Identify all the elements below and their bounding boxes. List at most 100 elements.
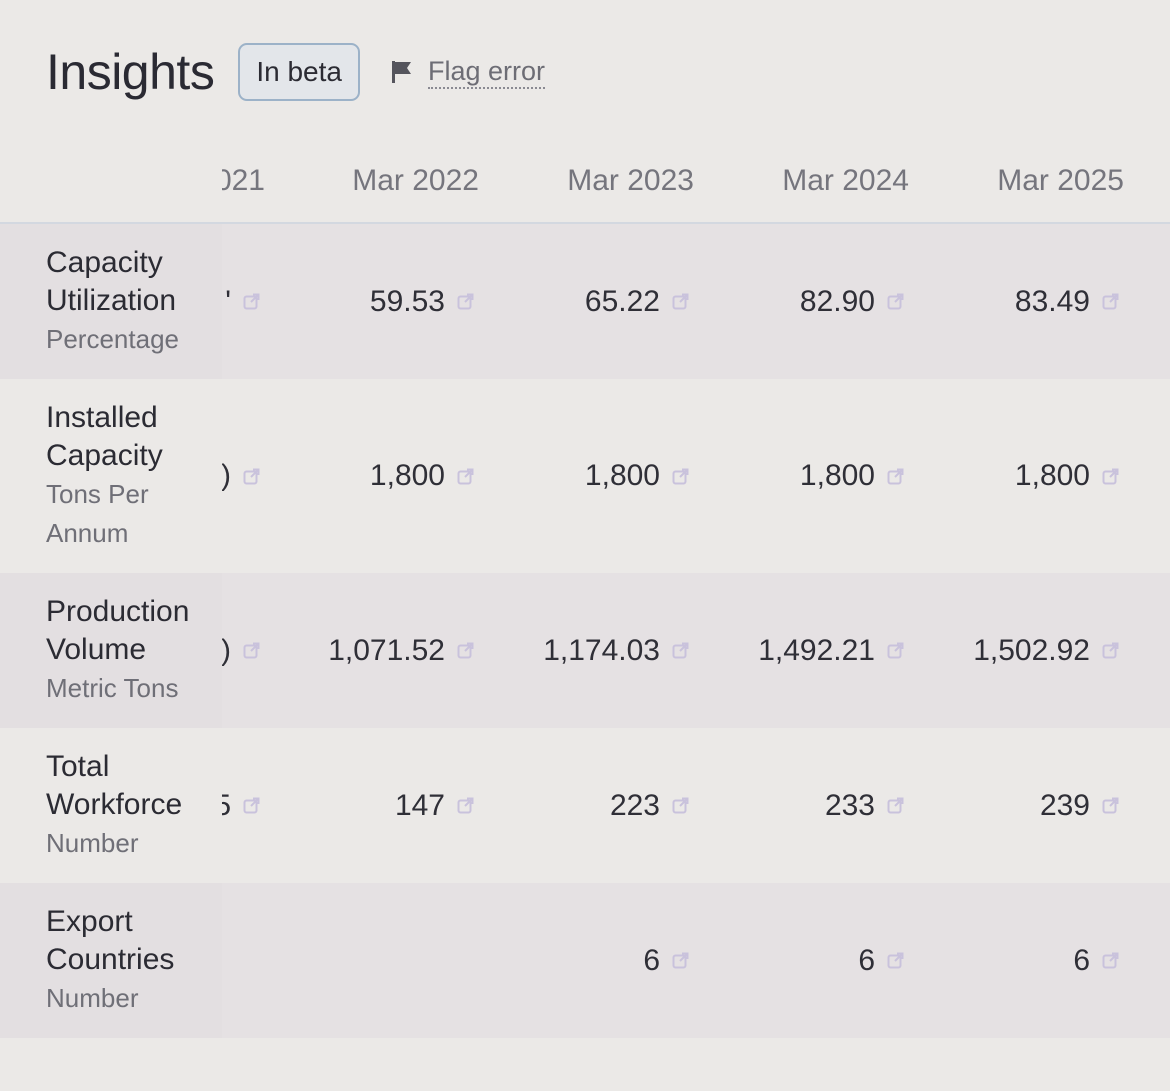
column-header: Mar 2022 — [352, 164, 479, 197]
value-cell: 1,800 — [709, 379, 904, 573]
external-link-icon[interactable] — [1102, 468, 1119, 485]
value-cell: 6 — [924, 883, 1119, 1038]
value-cell: 1,800 — [279, 379, 474, 573]
external-link-icon[interactable] — [672, 468, 689, 485]
page-title: Insights — [46, 44, 215, 100]
value-cell: 59.53 — [279, 224, 474, 379]
value-cell: 1,174.03 — [494, 573, 689, 728]
metric-unit: Percentage — [46, 324, 179, 354]
metric-name: Production Volume — [46, 595, 190, 666]
cell-value: 6 — [643, 943, 660, 977]
column-header: Mar 2025 — [997, 164, 1124, 197]
external-link-icon[interactable] — [243, 468, 260, 485]
value-cell: 82.90 — [709, 224, 904, 379]
partial-column-header: 021 — [222, 134, 267, 222]
metric-name: Total Workforce — [46, 750, 183, 821]
external-link-icon[interactable] — [672, 797, 689, 814]
column-header: Mar 2024 — [782, 164, 909, 197]
value-cell: 6 — [494, 883, 689, 1038]
value-cell: 6 — [709, 883, 904, 1038]
cell-value: 1,174.03 — [543, 633, 660, 667]
cell-value: 1,502.92 — [973, 633, 1090, 667]
cell-value: 233 — [824, 788, 875, 822]
external-link-icon[interactable] — [887, 293, 904, 310]
flag-error-label[interactable]: Flag error — [427, 55, 545, 89]
metric-unit: Metric Tons — [46, 673, 179, 703]
value-cell: 1,071.52 — [279, 573, 474, 728]
external-link-icon[interactable] — [243, 293, 260, 310]
beta-badge: In beta — [238, 43, 360, 101]
value-cell: 233 — [709, 728, 904, 883]
partial-cell: ) — [222, 379, 262, 573]
metric-label: Total Workforce Number — [0, 728, 222, 883]
cell-value: 82.90 — [799, 284, 875, 318]
metric-label: Capacity Utilization Percentage — [0, 224, 222, 379]
cell-value: 1,800 — [369, 459, 445, 492]
value-cell: 83.49 — [924, 224, 1119, 379]
cell-value: 239 — [1039, 788, 1090, 822]
flag-error-link[interactable]: Flag error — [390, 55, 545, 89]
external-link-icon[interactable] — [1102, 797, 1119, 814]
cell-value: 83.49 — [1014, 284, 1090, 318]
cell-value: 147 — [394, 788, 445, 822]
value-cell: 1,492.21 — [709, 573, 904, 728]
partial-value: ) — [222, 633, 231, 667]
value-cell: 65.22 — [494, 224, 689, 379]
table-row: Installed Capacity Tons Per Annum ) 1,80… — [0, 379, 1170, 573]
cell-value: 6 — [858, 943, 875, 977]
table-row: Total Workforce Number 5 147 223 233 239 — [0, 728, 1170, 883]
cell-value: 1,800 — [1014, 459, 1090, 492]
cell-value: 1,492.21 — [758, 633, 875, 667]
partial-value: ) — [222, 459, 231, 492]
value-cell-empty — [279, 883, 474, 1038]
value-cell: 223 — [494, 728, 689, 883]
external-link-icon[interactable] — [1102, 642, 1119, 659]
column-header: Mar 2023 — [567, 164, 694, 197]
external-link-icon[interactable] — [672, 293, 689, 310]
external-link-icon[interactable] — [887, 468, 904, 485]
insights-table: 021 Mar 2022 Mar 2023 Mar 2024 Mar 2025 … — [0, 134, 1170, 1038]
table-row: Capacity Utilization Percentage ' 59.53 … — [0, 224, 1170, 379]
partial-cell: 5 — [222, 728, 262, 883]
cell-value: 1,800 — [584, 459, 660, 492]
value-cell: 1,800 — [924, 379, 1119, 573]
metric-unit: Number — [46, 828, 139, 858]
external-link-icon[interactable] — [1102, 952, 1119, 969]
metric-name: Export Countries — [46, 905, 175, 976]
column-header-partial: 021 — [222, 164, 265, 197]
flag-icon — [391, 61, 411, 83]
external-link-icon[interactable] — [457, 797, 474, 814]
metric-unit: Tons Per Annum — [46, 479, 149, 548]
table-row: Production Volume Metric Tons ) 1,071.52… — [0, 573, 1170, 728]
external-link-icon[interactable] — [243, 642, 260, 659]
external-link-icon[interactable] — [243, 797, 260, 814]
partial-value: ' — [225, 284, 231, 318]
external-link-icon[interactable] — [1102, 293, 1119, 310]
cell-value: 6 — [1073, 943, 1090, 977]
metric-unit: Number — [46, 983, 139, 1013]
metric-label: Export Countries Number — [0, 883, 222, 1038]
external-link-icon[interactable] — [457, 468, 474, 485]
external-link-icon[interactable] — [457, 642, 474, 659]
cell-value: 1,071.52 — [328, 633, 445, 667]
value-cell: 147 — [279, 728, 474, 883]
cell-value: 65.22 — [584, 284, 660, 318]
cell-value: 59.53 — [369, 284, 445, 318]
external-link-icon[interactable] — [887, 952, 904, 969]
page-header: Insights In beta Flag error — [46, 40, 545, 104]
value-cell: 1,800 — [494, 379, 689, 573]
partial-value: 5 — [222, 788, 231, 822]
external-link-icon[interactable] — [672, 952, 689, 969]
cell-value: 223 — [609, 788, 660, 822]
external-link-icon[interactable] — [887, 642, 904, 659]
table-header-row: 021 Mar 2022 Mar 2023 Mar 2024 Mar 2025 — [0, 134, 1170, 224]
external-link-icon[interactable] — [672, 642, 689, 659]
external-link-icon[interactable] — [887, 797, 904, 814]
external-link-icon[interactable] — [457, 293, 474, 310]
table-row: Export Countries Number 6 6 6 — [0, 883, 1170, 1038]
value-cell: 239 — [924, 728, 1119, 883]
cell-value: 1,800 — [799, 459, 875, 492]
partial-cell: ) — [222, 573, 262, 728]
value-cell: 1,502.92 — [924, 573, 1119, 728]
metric-label: Installed Capacity Tons Per Annum — [0, 379, 222, 573]
